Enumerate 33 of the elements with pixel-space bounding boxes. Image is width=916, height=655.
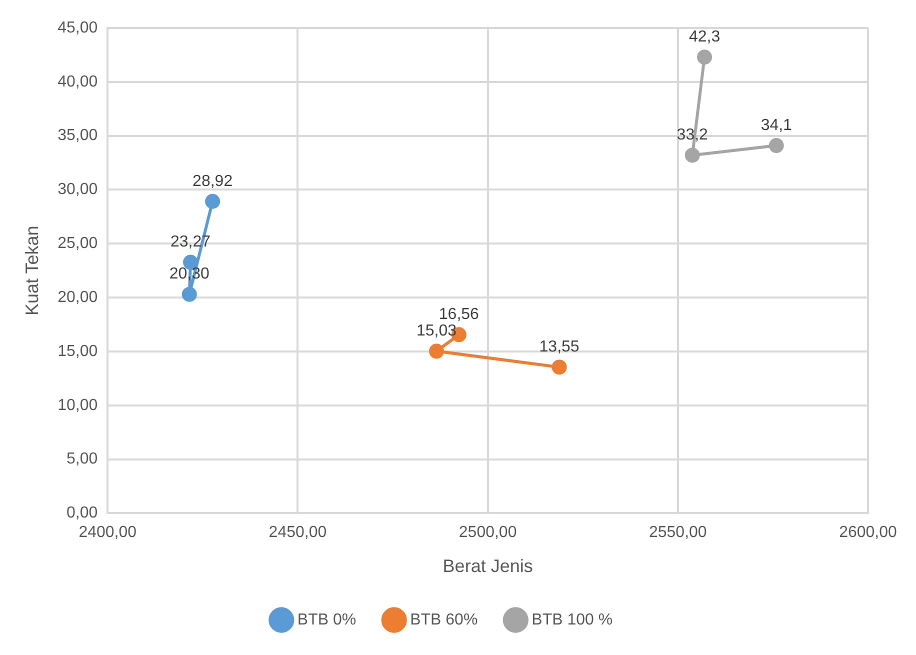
data-label: 42,3: [688, 28, 720, 46]
y-tick-label: 25,00: [58, 235, 98, 252]
x-tick-label: 2450,00: [268, 524, 327, 542]
point: [684, 148, 700, 163]
y-tick-label: 10,00: [58, 396, 98, 414]
x-tick-label: 2600,00: [839, 524, 898, 542]
data-label: 28,92: [192, 172, 233, 190]
y-tick-label: 35,00: [58, 127, 98, 144]
y-tick-label: 5,00: [66, 450, 98, 468]
x-tick-label: 2550,00: [648, 524, 707, 542]
legend-label: BTB 0%: [297, 611, 356, 628]
point: [205, 194, 220, 209]
y-tick-label: 15,00: [58, 342, 98, 360]
data-label: 33,2: [676, 126, 708, 144]
y-tick-label: 40,00: [58, 73, 98, 90]
point: [697, 50, 712, 65]
data-label: 13,55: [539, 338, 580, 356]
x-tick-label: 2400,00: [78, 524, 137, 542]
y-tick-label: 30,00: [58, 181, 98, 198]
x-tick-label: 2500,00: [458, 524, 517, 542]
point: [182, 286, 197, 302]
point: [428, 344, 444, 359]
y-tick-label: 20,00: [58, 288, 98, 306]
x-axis-title: Berat Jenis: [442, 556, 533, 576]
point: [768, 138, 784, 154]
y-axis-title: Kuat Tekan: [22, 226, 42, 316]
data-label: 34,1: [760, 116, 792, 134]
point: [552, 360, 567, 375]
y-tick-label: 45,00: [58, 19, 98, 36]
data-label: 16,56: [438, 306, 480, 324]
legend-label: BTB 60%: [410, 611, 478, 628]
y-tick-label: 0,00: [66, 504, 98, 522]
legend-label: BTB 100 %: [532, 611, 613, 628]
